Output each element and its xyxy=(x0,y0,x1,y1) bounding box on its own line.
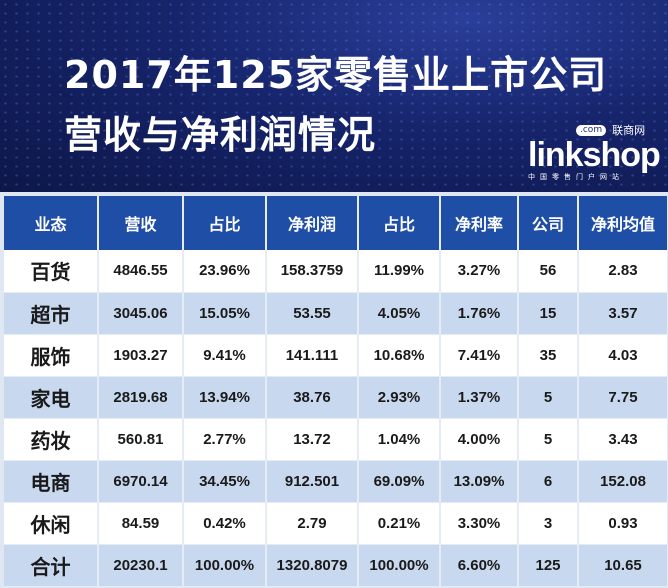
table-cell: 2.83 xyxy=(578,250,668,293)
table-cell: 34.45% xyxy=(183,460,267,503)
table-cell: 13.72 xyxy=(266,418,359,461)
table-cell: 0.42% xyxy=(183,502,267,545)
logo-cn: 联商网 xyxy=(612,124,646,137)
column-header: 净利率 xyxy=(440,196,519,250)
table-cell: 1320.8079 xyxy=(266,544,359,587)
table-cell: 158.3759 xyxy=(266,250,359,293)
column-header: 业态 xyxy=(4,196,99,250)
logo-top-row: .com 联商网 xyxy=(528,124,664,137)
table-cell: 20230.1 xyxy=(98,544,184,587)
table-cell: 125 xyxy=(518,544,579,587)
table-cell: 15 xyxy=(518,292,579,335)
table-cell: 0.93 xyxy=(578,502,668,545)
table-cell: 1.04% xyxy=(358,418,441,461)
table-cell: 4846.55 xyxy=(98,250,184,293)
table-cell: 3.43 xyxy=(578,418,668,461)
table-cell: 7.41% xyxy=(440,334,519,377)
table-cell: 69.09% xyxy=(358,460,441,503)
table-header-row: 业态 营收 占比 净利润 占比 净利率 公司 净利均值 xyxy=(4,196,668,250)
total-row: 合计 20230.1 100.00% 1320.8079 100.00% 6.60% 125… xyxy=(4,544,668,587)
table-cell: 100.00% xyxy=(183,544,267,587)
table-row: 休闲 84.59 0.42% 2.79 0.21% 3.30% 3 0.93 xyxy=(4,502,668,545)
header-banner: 2017年125家零售业上市公司 营收与净利润情况 .com 联商网 links… xyxy=(0,0,668,192)
table-cell: 3 xyxy=(518,502,579,545)
table-cell: 912.501 xyxy=(266,460,359,503)
column-header: 占比 xyxy=(183,196,267,250)
linkshop-logo: .com 联商网 linkshop 中国零售门户网站 xyxy=(528,124,664,182)
table-cell: 2.93% xyxy=(358,376,441,419)
table-cell: 5 xyxy=(518,418,579,461)
table-cell: 6 xyxy=(518,460,579,503)
title-line-2: 营收与净利润情况 xyxy=(64,113,377,157)
row-label: 超市 xyxy=(4,292,99,335)
logo-sub: 中国零售门户网站 xyxy=(528,173,624,181)
column-header: 净利润 xyxy=(266,196,359,250)
table-cell: 56 xyxy=(518,250,579,293)
table-cell: 35 xyxy=(518,334,579,377)
row-label: 合计 xyxy=(4,544,99,587)
logo-com: .com xyxy=(576,125,607,136)
table-cell: 11.99% xyxy=(358,250,441,293)
table-cell: 15.05% xyxy=(183,292,267,335)
row-label: 药妆 xyxy=(4,418,99,461)
table-cell: 3.57 xyxy=(578,292,668,335)
table-row: 家电 2819.68 13.94% 38.76 2.93% 1.37% 5 7.75 xyxy=(4,376,668,419)
table-cell: 9.41% xyxy=(183,334,267,377)
table-cell: 1.76% xyxy=(440,292,519,335)
table-cell: 13.09% xyxy=(440,460,519,503)
table-cell: 1.37% xyxy=(440,376,519,419)
table-cell: 4.05% xyxy=(358,292,441,335)
table-cell: 84.59 xyxy=(98,502,184,545)
column-header: 占比 xyxy=(358,196,441,250)
column-header: 营收 xyxy=(98,196,184,250)
table-cell: 2819.68 xyxy=(98,376,184,419)
table-cell: 4.00% xyxy=(440,418,519,461)
table-cell: 152.08 xyxy=(578,460,668,503)
table-cell: 53.55 xyxy=(266,292,359,335)
table-cell: 23.96% xyxy=(183,250,267,293)
table-cell: 10.65 xyxy=(578,544,668,587)
table-cell: 141.111 xyxy=(266,334,359,377)
table-cell: 13.94% xyxy=(183,376,267,419)
table-cell: 2.77% xyxy=(183,418,267,461)
table-row: 百货 4846.55 23.96% 158.3759 11.99% 3.27% 56 2.83 xyxy=(4,250,668,293)
table-cell: 3.27% xyxy=(440,250,519,293)
column-header: 公司 xyxy=(518,196,579,250)
table-row: 电商 6970.14 34.45% 912.501 69.09% 13.09% 6 152.0… xyxy=(4,460,668,503)
row-label: 百货 xyxy=(4,250,99,293)
row-label: 服饰 xyxy=(4,334,99,377)
table-row: 超市 3045.06 15.05% 53.55 4.05% 1.76% 15 3.57 xyxy=(4,292,668,335)
table-cell: 3.30% xyxy=(440,502,519,545)
row-label: 休闲 xyxy=(4,502,99,545)
table-cell: 5 xyxy=(518,376,579,419)
table-cell: 1903.27 xyxy=(98,334,184,377)
table-cell: 6970.14 xyxy=(98,460,184,503)
table-cell: 0.21% xyxy=(358,502,441,545)
data-table: 业态 营收 占比 净利润 占比 净利率 公司 净利均值 百货 4846.55 23.96% 158.… xyxy=(4,196,668,587)
column-header: 净利均值 xyxy=(578,196,668,250)
table-row: 服饰 1903.27 9.41% 141.111 10.68% 7.41% 35 4.03 xyxy=(4,334,668,377)
table-cell: 100.00% xyxy=(358,544,441,587)
table-cell: 2.79 xyxy=(266,502,359,545)
table-cell: 10.68% xyxy=(358,334,441,377)
table-cell: 560.81 xyxy=(98,418,184,461)
logo-main: linkshop xyxy=(528,136,661,174)
title-line-1: 2017年125家零售业上市公司 xyxy=(64,53,608,97)
row-label: 家电 xyxy=(4,376,99,419)
dot-pattern xyxy=(0,0,668,192)
table-cell: 7.75 xyxy=(578,376,668,419)
table-row: 药妆 560.81 2.77% 13.72 1.04% 4.00% 5 3.43 xyxy=(4,418,668,461)
row-label: 电商 xyxy=(4,460,99,503)
table-cell: 4.03 xyxy=(578,334,668,377)
table-cell: 6.60% xyxy=(440,544,519,587)
table-cell: 3045.06 xyxy=(98,292,184,335)
table-cell: 38.76 xyxy=(266,376,359,419)
